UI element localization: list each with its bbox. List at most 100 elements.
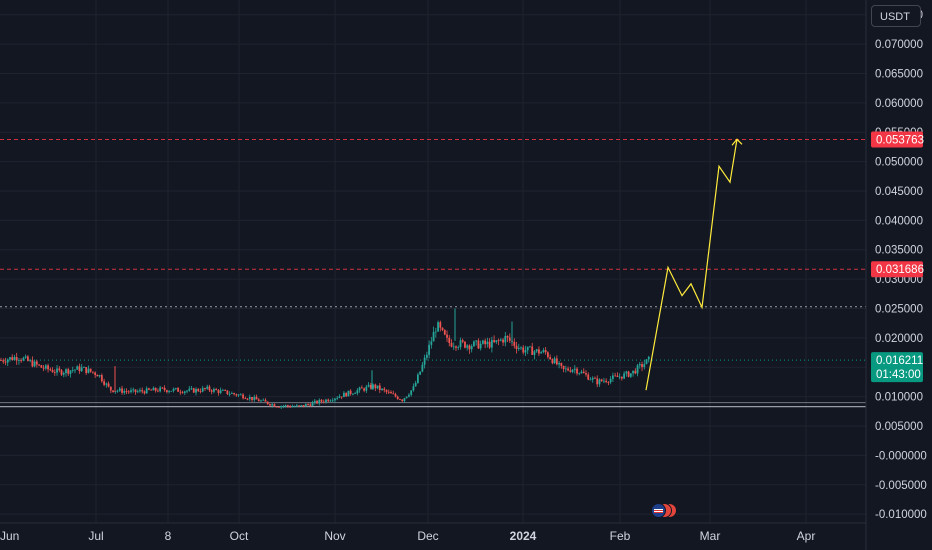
candle-body bbox=[475, 340, 478, 342]
candle-body bbox=[11, 357, 14, 360]
candle-body bbox=[533, 351, 536, 355]
us-flag-event-icon[interactable] bbox=[651, 503, 666, 518]
candle-body bbox=[280, 406, 283, 408]
candle-body bbox=[112, 390, 114, 393]
candle-body bbox=[208, 386, 211, 391]
candle-body bbox=[643, 364, 646, 368]
candle-body bbox=[22, 357, 25, 361]
candle-body bbox=[165, 390, 168, 393]
candle-body bbox=[367, 384, 370, 387]
time-axis[interactable]: Jun Jul 8 Oct Nov Dec 2024 Feb Mar Apr bbox=[0, 529, 815, 543]
price-tick-label: 0.010000 bbox=[875, 392, 923, 404]
currency-selector-button[interactable]: USDT bbox=[871, 5, 921, 27]
price-tick-label: 0.040000 bbox=[875, 215, 923, 227]
price-level-tag-label: 0.031686 bbox=[876, 264, 924, 276]
candle-body bbox=[587, 374, 590, 380]
candle-body bbox=[76, 366, 79, 370]
candle-body bbox=[168, 391, 171, 393]
candle-body bbox=[468, 345, 471, 350]
candle-body bbox=[531, 346, 534, 355]
candle-body bbox=[121, 388, 123, 393]
candle-body bbox=[38, 364, 41, 366]
candle-body bbox=[127, 391, 130, 393]
candle-body bbox=[450, 342, 453, 347]
candle-body bbox=[228, 393, 231, 395]
candle-body bbox=[636, 365, 639, 374]
candle-body bbox=[286, 405, 289, 407]
candle-body bbox=[562, 365, 565, 369]
candle-body bbox=[434, 331, 437, 333]
candle-body bbox=[349, 390, 352, 394]
candle-body bbox=[154, 387, 157, 391]
candle-body bbox=[29, 360, 32, 361]
candle-body bbox=[89, 368, 92, 372]
candle-body bbox=[553, 358, 556, 364]
candle-body bbox=[363, 388, 366, 391]
candle-body bbox=[495, 340, 498, 343]
candle-body bbox=[313, 400, 316, 403]
candle-body bbox=[74, 369, 76, 371]
candle-body bbox=[170, 390, 173, 392]
candle-body bbox=[18, 360, 20, 361]
candle-body bbox=[56, 368, 58, 373]
candle-body bbox=[484, 340, 487, 345]
candle-body bbox=[278, 406, 280, 408]
candle-body bbox=[226, 390, 229, 395]
candle-body bbox=[452, 346, 455, 348]
candle-body bbox=[351, 393, 354, 395]
projection-arrow-head[interactable] bbox=[731, 138, 743, 146]
candle-body bbox=[83, 367, 85, 368]
candle-body bbox=[425, 354, 428, 358]
price-tick-label: -0.000000 bbox=[875, 450, 927, 462]
candle-body bbox=[443, 329, 446, 335]
projection-path-line[interactable] bbox=[645, 139, 738, 391]
candle-body bbox=[497, 340, 500, 342]
candle-body bbox=[605, 380, 608, 382]
candle-body bbox=[327, 399, 330, 402]
price-tick-label: 0.035000 bbox=[875, 245, 923, 257]
candle-body bbox=[215, 388, 218, 391]
candle-body bbox=[269, 404, 271, 406]
candle-body bbox=[629, 373, 632, 377]
price-tick-label: 0.005000 bbox=[875, 421, 923, 433]
candle-body bbox=[356, 390, 359, 394]
candle-body bbox=[271, 404, 274, 406]
candle-body bbox=[174, 388, 177, 389]
candle-body bbox=[51, 370, 54, 373]
price-axis[interactable]: 0.0750000.0700000.0650000.0600000.055000… bbox=[875, 10, 927, 521]
date-tick-label: Nov bbox=[324, 529, 345, 543]
candle-body bbox=[264, 399, 267, 402]
candle-body bbox=[529, 346, 531, 348]
candle-body bbox=[293, 406, 296, 408]
candle-body bbox=[123, 391, 126, 393]
projection-drawing[interactable] bbox=[645, 138, 743, 391]
candle-body bbox=[298, 405, 301, 407]
candle-body bbox=[473, 341, 475, 347]
date-tick-label: 8 bbox=[165, 529, 172, 543]
candle-body bbox=[47, 365, 49, 370]
candle-body bbox=[396, 396, 399, 400]
date-tick-label: 2024 bbox=[510, 529, 537, 543]
candle-body bbox=[343, 392, 345, 398]
candle-body bbox=[257, 399, 260, 402]
candle-body bbox=[405, 396, 408, 399]
candle-body bbox=[506, 336, 509, 338]
candle-body bbox=[148, 388, 150, 390]
candle-body bbox=[564, 368, 567, 370]
candle-body bbox=[199, 391, 202, 392]
candle-body bbox=[24, 356, 27, 358]
candle-body bbox=[558, 362, 561, 365]
candle-body bbox=[479, 343, 482, 349]
candle-body bbox=[546, 352, 549, 358]
candle-body bbox=[26, 356, 29, 361]
candle-body bbox=[190, 388, 193, 390]
candle-body bbox=[611, 375, 614, 379]
candle-body bbox=[372, 384, 374, 389]
candle-body bbox=[221, 390, 224, 391]
candle-body bbox=[347, 390, 350, 397]
candle-body bbox=[609, 378, 612, 383]
candle-body bbox=[455, 346, 457, 348]
candle-body bbox=[457, 347, 460, 348]
candle-body bbox=[493, 340, 496, 343]
